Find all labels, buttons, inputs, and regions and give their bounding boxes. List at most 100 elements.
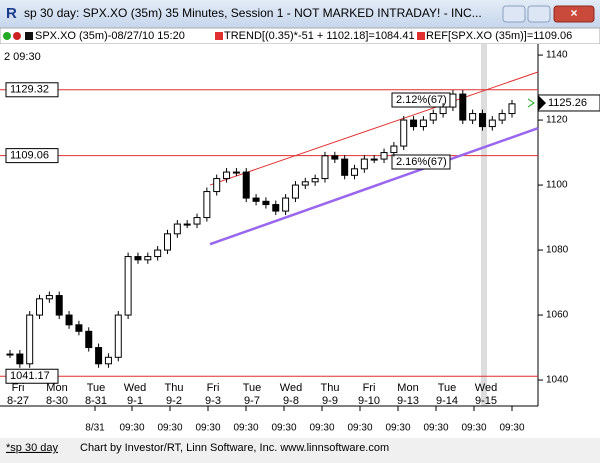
- candle: [252, 197, 260, 202]
- day-date: 8-31: [85, 395, 107, 407]
- time-label: 09:30: [157, 423, 182, 434]
- day-name: Thu: [165, 382, 184, 394]
- candle: [114, 314, 122, 358]
- trend-line: [209, 127, 539, 246]
- candle: [419, 119, 427, 128]
- candle: [124, 256, 132, 316]
- day-date: 9-9: [322, 395, 338, 407]
- time-label: 09:30: [271, 423, 296, 434]
- reference-label: 1129.32: [10, 84, 49, 96]
- title-bar: [0, 0, 600, 28]
- day-name: Wed: [475, 382, 497, 394]
- day-name: Fri: [12, 382, 25, 394]
- minimize-button[interactable]: [502, 5, 526, 23]
- app-icon: R: [6, 5, 17, 22]
- candle: [380, 152, 388, 160]
- candle: [36, 298, 44, 316]
- candle: [469, 113, 477, 121]
- day-date: 9-8: [283, 395, 299, 407]
- legend-item: REF[SPX.XO (35m)]=1109.06: [426, 30, 572, 42]
- candle: [508, 103, 516, 115]
- candle: [26, 314, 34, 365]
- day-name: Mon: [46, 382, 67, 394]
- last-price: 1125.26: [548, 97, 587, 109]
- status-bar: [0, 438, 600, 463]
- plot-background: [0, 44, 600, 438]
- day-date: 8-30: [46, 395, 68, 407]
- maximize-button[interactable]: [527, 5, 551, 23]
- last-price-arrow: [538, 94, 546, 111]
- time-label: 09:30: [499, 423, 524, 434]
- candle: [144, 256, 152, 261]
- candle: [311, 178, 319, 183]
- day-name: Tue: [438, 382, 457, 394]
- day-date: 9-13: [397, 395, 419, 407]
- reference-label: 1041.17: [10, 370, 50, 382]
- candle: [360, 158, 368, 170]
- session-band: [481, 44, 487, 406]
- candle: [439, 106, 447, 115]
- candle: [449, 93, 457, 108]
- day-date: 9-10: [358, 395, 380, 407]
- day-name: Wed: [124, 382, 146, 394]
- candle: [370, 158, 378, 161]
- candle: [154, 249, 162, 258]
- candle: [163, 233, 171, 251]
- candle: [262, 200, 270, 206]
- reference-label-box: [5, 148, 59, 164]
- candle: [85, 330, 93, 349]
- time-label: 09:30: [119, 423, 144, 434]
- candle: [242, 171, 250, 199]
- price-tick-label: 1100: [546, 180, 568, 191]
- candle: [331, 155, 339, 160]
- candle: [498, 113, 506, 121]
- candle: [95, 347, 103, 365]
- candle: [272, 204, 280, 212]
- day-date: 9-1: [127, 395, 143, 407]
- corner-label: 2 09:30: [4, 51, 41, 63]
- candle: [173, 223, 181, 235]
- candle: [282, 197, 290, 212]
- candle: [65, 314, 73, 326]
- close-icon: ×: [570, 6, 577, 20]
- time-label: 09:30: [423, 423, 448, 434]
- day-date: 8-27: [7, 395, 29, 407]
- day-name: Mon: [397, 382, 418, 394]
- legend-item: TREND[(0.35)*-51 + 1102.18]=1084.41: [224, 30, 415, 42]
- status-text: Chart by Investor/RT, Linn Software, Inc…: [80, 442, 389, 454]
- day-date: 9-2: [166, 395, 182, 407]
- candle: [291, 184, 299, 199]
- day-name: Thu: [321, 382, 340, 394]
- time-label: 8/31: [85, 423, 105, 434]
- time-label: 09:30: [195, 423, 220, 434]
- trend-line: [209, 71, 539, 186]
- status-tab[interactable]: *sp 30 day: [6, 442, 58, 454]
- candle: [429, 113, 437, 121]
- candle: [193, 217, 201, 225]
- price-tick-label: 1060: [546, 310, 569, 321]
- reference-label-box: [5, 368, 59, 384]
- day-name: Wed: [280, 382, 302, 394]
- price-tick-label: 1040: [546, 375, 569, 386]
- candle: [75, 324, 83, 332]
- candle: [203, 191, 211, 219]
- candle: [400, 119, 408, 147]
- time-label: 09:30: [233, 423, 258, 434]
- candle: [134, 256, 142, 261]
- candle: [232, 171, 240, 174]
- annotation: 2.12%(67): [396, 94, 447, 106]
- last-price-marker: [527, 98, 535, 108]
- legend-dot: [13, 32, 21, 40]
- close-button[interactable]: [553, 5, 595, 23]
- candle: [45, 295, 53, 300]
- price-tick-label: 1140: [546, 50, 568, 61]
- window-title: sp 30 day: SPX.XO (35m) 35 Minutes, Sess…: [24, 6, 482, 20]
- annotation: 2.16%(67): [396, 156, 447, 168]
- annotation-box: [391, 154, 451, 170]
- day-name: Tue: [87, 382, 106, 394]
- candle: [223, 171, 231, 180]
- day-date: 9-7: [244, 395, 260, 407]
- time-label: 09:30: [385, 423, 410, 434]
